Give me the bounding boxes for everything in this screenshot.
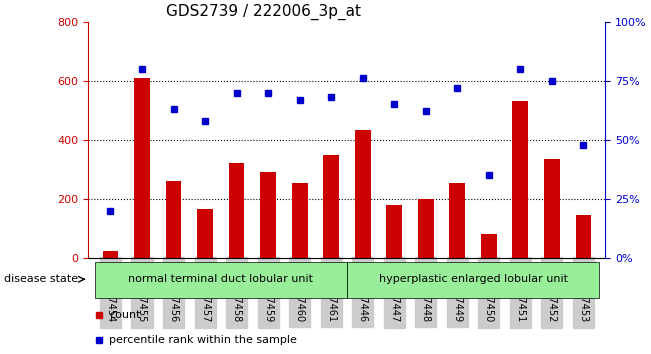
Bar	[324, 155, 339, 258]
Bar	[103, 251, 118, 258]
Bar	[229, 164, 245, 258]
Bar	[165, 181, 182, 258]
FancyBboxPatch shape	[347, 262, 599, 298]
Text: normal terminal duct lobular unit: normal terminal duct lobular unit	[128, 274, 313, 284]
Bar	[197, 209, 213, 258]
Bar	[386, 205, 402, 258]
Bar	[355, 130, 370, 258]
Bar	[134, 78, 150, 258]
Bar	[260, 172, 276, 258]
Bar	[575, 215, 591, 258]
Text: percentile rank within the sample: percentile rank within the sample	[109, 335, 297, 345]
Bar	[449, 183, 465, 258]
Text: disease state: disease state	[4, 274, 78, 284]
Bar	[481, 234, 497, 258]
Bar	[512, 102, 528, 258]
FancyBboxPatch shape	[94, 262, 347, 298]
Text: count: count	[109, 310, 141, 320]
Text: GDS2739 / 222006_3p_at: GDS2739 / 222006_3p_at	[166, 4, 361, 21]
Bar	[544, 159, 560, 258]
Bar	[292, 183, 307, 258]
Bar	[418, 199, 434, 258]
Text: hyperplastic enlarged lobular unit: hyperplastic enlarged lobular unit	[379, 274, 568, 284]
